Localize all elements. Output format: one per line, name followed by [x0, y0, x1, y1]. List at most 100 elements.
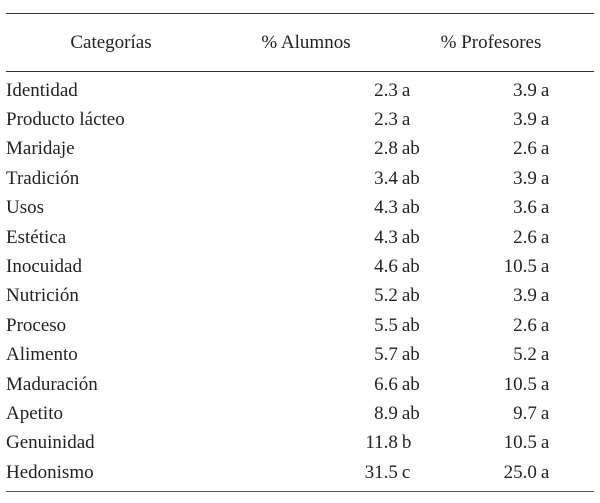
cell-alumnos: 8.9 ab	[186, 403, 432, 425]
profesores-value: 3.9	[513, 285, 537, 307]
cell-profesores: 3.6 a	[432, 197, 594, 219]
cell-profesores: 10.5 a	[432, 432, 594, 454]
cell-categoria: Estética	[6, 226, 67, 248]
cell-categoria: Inocuidad	[6, 256, 82, 278]
table-row: Estética 4.3 ab 2.6 a	[6, 223, 594, 252]
table-header: Categorías % Alumnos % Profesores	[6, 14, 594, 71]
cell-categoria: Tradición	[6, 167, 80, 189]
cell-profesores: 3.9 a	[432, 80, 594, 102]
cell-profesores: 5.2 a	[432, 344, 594, 366]
table-row: Usos 4.3 ab 3.6 a	[6, 194, 594, 223]
cell-categoria: Proceso	[6, 314, 67, 336]
alumnos-group: ab	[401, 314, 420, 336]
data-table: Categorías % Alumnos % Profesores Identi…	[6, 13, 594, 493]
cell-alumnos: 2.8 ab	[186, 138, 432, 160]
cell-categoria: Alimento	[6, 344, 78, 366]
alumnos-value: 5.7	[374, 344, 398, 366]
cell-alumnos: 31.5 c	[186, 462, 432, 484]
table-row: Maduración 6.6 ab 10.5 a	[6, 370, 594, 399]
top-rule	[6, 13, 594, 14]
profesores-value: 3.9	[513, 79, 537, 101]
profesores-value: 9.7	[513, 402, 537, 424]
alumnos-group: ab	[401, 138, 420, 160]
alumnos-value: 2.3	[374, 109, 398, 131]
profesores-value: 3.9	[513, 167, 537, 189]
alumnos-group: ab	[401, 226, 420, 248]
table-row: Alimento 5.7 ab 5.2 a	[6, 341, 594, 370]
cell-alumnos: 4.3 ab	[186, 227, 432, 249]
alumnos-group: ab	[401, 197, 420, 219]
cell-profesores: 3.9 a	[432, 109, 594, 131]
profesores-value: 3.6	[513, 197, 537, 219]
profesores-group: a	[540, 373, 550, 395]
profesores-group: a	[540, 285, 550, 307]
table-row: Proceso 5.5 ab 2.6 a	[6, 311, 594, 340]
alumnos-value: 5.2	[374, 285, 398, 307]
cell-profesores: 10.5 a	[432, 374, 594, 396]
profesores-group: a	[540, 197, 550, 219]
cell-alumnos: 4.6 ab	[186, 256, 432, 278]
alumnos-value: 3.4	[374, 167, 398, 189]
header-categorias: Categorías	[70, 31, 152, 53]
profesores-value: 3.9	[513, 109, 537, 131]
profesores-group: a	[540, 109, 550, 131]
cell-alumnos: 11.8 b	[186, 432, 432, 454]
table-body: Identidad 2.3 a 3.9 a Producto lácteo 2.3 a…	[6, 72, 594, 491]
alumnos-group: ab	[401, 344, 420, 366]
cell-categoria: Genuinidad	[6, 432, 95, 454]
profesores-value: 2.6	[513, 314, 537, 336]
cell-categoria: Producto lácteo	[6, 109, 125, 131]
alumnos-value: 2.3	[374, 79, 398, 101]
profesores-group: a	[540, 314, 550, 336]
cell-alumnos: 6.6 ab	[186, 374, 432, 396]
profesores-group: a	[540, 461, 550, 483]
profesores-group: a	[540, 256, 550, 278]
cell-categoria: Apetito	[6, 402, 63, 424]
profesores-value: 10.5	[503, 373, 537, 395]
alumnos-value: 8.9	[374, 402, 398, 424]
cell-categoria: Hedonismo	[6, 461, 94, 483]
profesores-group: a	[540, 402, 550, 424]
alumnos-value: 4.3	[374, 226, 398, 248]
cell-categoria: Maridaje	[6, 138, 75, 160]
cell-categoria: Usos	[6, 197, 45, 219]
alumnos-group: b	[401, 432, 412, 454]
table-row: Identidad 2.3 a 3.9 a	[6, 76, 594, 105]
table-row: Apetito 8.9 ab 9.7 a	[6, 399, 594, 428]
alumnos-value: 6.6	[374, 373, 398, 395]
alumnos-group: ab	[401, 167, 420, 189]
alumnos-group: ab	[401, 373, 420, 395]
alumnos-group: c	[401, 461, 411, 483]
alumnos-group: a	[401, 79, 411, 101]
profesores-value: 5.2	[513, 344, 537, 366]
alumnos-value: 11.8	[365, 432, 398, 454]
bottom-rule	[6, 491, 594, 493]
profesores-value: 10.5	[503, 432, 537, 454]
alumnos-group: a	[401, 109, 411, 131]
profesores-group: a	[540, 432, 550, 454]
cell-categoria: Nutrición	[6, 285, 79, 307]
header-rule	[6, 71, 594, 72]
profesores-group: a	[540, 226, 550, 248]
profesores-group: a	[540, 344, 550, 366]
cell-profesores: 2.6 a	[432, 227, 594, 249]
header-profesores: % Profesores	[440, 31, 542, 53]
table-row: Genuinidad 11.8 b 10.5 a	[6, 429, 594, 458]
profesores-group: a	[540, 79, 550, 101]
cell-alumnos: 4.3 ab	[186, 197, 432, 219]
cell-alumnos: 3.4 ab	[186, 168, 432, 190]
table-row: Producto lácteo 2.3 a 3.9 a	[6, 105, 594, 134]
profesores-value: 2.6	[513, 138, 537, 160]
table-row: Hedonismo 31.5 c 25.0 a	[6, 458, 594, 487]
alumnos-group: ab	[401, 256, 420, 278]
table-row: Inocuidad 4.6 ab 10.5 a	[6, 252, 594, 281]
cell-categoria: Identidad	[6, 79, 78, 101]
alumnos-group: ab	[401, 285, 420, 307]
cell-categoria: Maduración	[6, 373, 98, 395]
cell-alumnos: 2.3 a	[186, 80, 432, 102]
cell-profesores: 10.5 a	[432, 256, 594, 278]
table-row: Tradición 3.4 ab 3.9 a	[6, 164, 594, 193]
cell-alumnos: 2.3 a	[186, 109, 432, 131]
cell-alumnos: 5.2 ab	[186, 285, 432, 307]
cell-profesores: 25.0 a	[432, 462, 594, 484]
